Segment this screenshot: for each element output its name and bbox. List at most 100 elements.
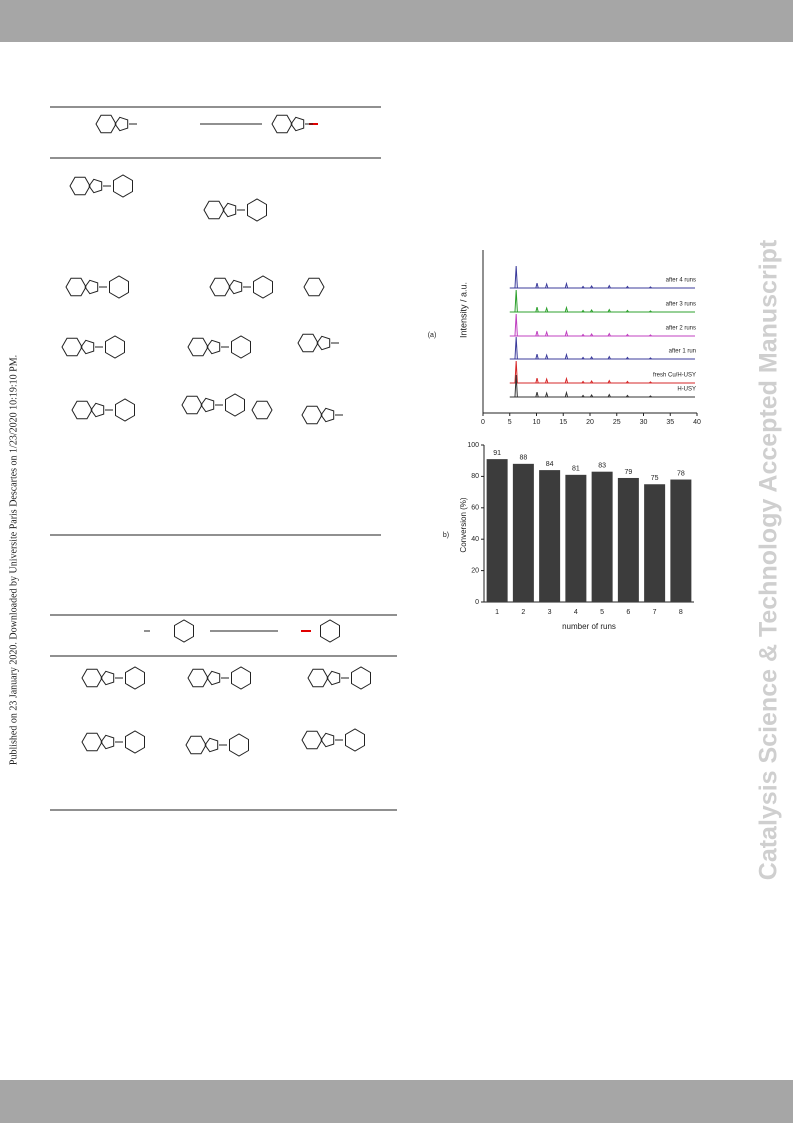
- xrd-peak: [581, 285, 585, 289]
- xrd-peak: [625, 333, 630, 337]
- xrd-peak: [581, 333, 585, 337]
- xrd-peak: [607, 308, 611, 313]
- xrd-peak: [607, 355, 611, 360]
- y-tick-label: 20: [471, 567, 479, 574]
- xrd-peak: [648, 286, 652, 289]
- xrd-peak: [607, 332, 611, 337]
- benzene-ring: [251, 400, 273, 420]
- x-tick-label: 8: [679, 609, 683, 616]
- five-ring: [100, 734, 115, 750]
- benzene-ring: [71, 400, 93, 420]
- xrd-peak: [544, 391, 549, 398]
- amine-ring: [229, 733, 249, 757]
- benzene-ring: [271, 114, 293, 134]
- x-tick-label: 7: [653, 609, 657, 616]
- xrd-peak: [564, 390, 569, 398]
- xrd-peak: [564, 329, 569, 337]
- xrd-peak: [535, 307, 539, 313]
- five-ring: [100, 670, 115, 686]
- xrd-peak: [535, 378, 539, 384]
- xrd-peak: [625, 380, 630, 384]
- benzene-ring: [61, 337, 83, 357]
- amine-ring: [231, 335, 251, 359]
- five-ring: [114, 116, 129, 132]
- xrd-peak: [514, 313, 518, 337]
- benzene-ring: [65, 277, 87, 297]
- x-tick-label: 20: [586, 419, 594, 426]
- x-tick-label: 10: [533, 419, 541, 426]
- five-ring: [316, 335, 331, 351]
- benzene-ring: [185, 735, 207, 755]
- sidebar-text: Published on 23 January 2020. Downloaded…: [8, 355, 19, 765]
- xrd-peak: [514, 360, 518, 384]
- xrd-peak: [581, 309, 585, 313]
- amine-ring: [109, 275, 129, 299]
- xrd-peak: [625, 285, 630, 289]
- xrd-peak: [514, 336, 518, 360]
- five-ring: [84, 279, 99, 295]
- value-label: 78: [677, 470, 685, 477]
- x-axis-label: number of runs: [562, 622, 616, 631]
- x-tick-label: 4: [574, 609, 578, 616]
- legend-label: after 1 run: [669, 349, 696, 355]
- x-tick-label: 0: [481, 419, 485, 426]
- amine-ring: [345, 728, 365, 752]
- y-tick-label: 100: [467, 442, 479, 449]
- value-label: 81: [572, 466, 580, 473]
- panel-label: b): [443, 532, 449, 539]
- x-tick-label: 5: [508, 419, 512, 426]
- value-label: 79: [624, 469, 632, 476]
- benzene-ring: [187, 337, 209, 357]
- benzene-ring: [81, 668, 103, 688]
- amine-ring: [247, 198, 267, 222]
- xrd-peak: [607, 379, 611, 384]
- xrd-peak: [607, 393, 611, 398]
- xrd-peak: [648, 357, 652, 360]
- five-ring: [290, 116, 305, 132]
- xrd-peak: [589, 309, 594, 313]
- xrd-peak: [648, 310, 652, 313]
- xrd-peak: [514, 265, 518, 289]
- amine-ring: [253, 275, 273, 299]
- xrd-peak: [544, 330, 549, 337]
- bar: [486, 459, 508, 602]
- xrd-peak: [564, 305, 569, 313]
- value-label: 75: [651, 475, 659, 482]
- benzene-ring: [303, 277, 325, 297]
- xrd-peak: [544, 282, 549, 289]
- legend-label: H-USY: [677, 387, 696, 393]
- amine-ring: [125, 666, 145, 690]
- y-tick-label: 40: [471, 536, 479, 543]
- xrd-peak: [589, 356, 594, 360]
- bar: [617, 477, 639, 602]
- xrd-peak: [564, 376, 569, 384]
- footer-bar: [0, 1080, 793, 1123]
- value-label: 88: [519, 455, 527, 462]
- xrd-peak: [589, 394, 594, 398]
- xrd-peak: [564, 352, 569, 360]
- five-ring: [90, 402, 105, 418]
- xrd-peak: [535, 354, 539, 360]
- five-ring: [206, 670, 221, 686]
- y-axis-label: Conversion (%): [459, 497, 468, 552]
- amine-ring: [225, 393, 245, 417]
- xrd-peak: [581, 394, 585, 398]
- benzene-ring: [181, 395, 203, 415]
- xrd-peak: [581, 356, 585, 360]
- five-ring: [206, 339, 221, 355]
- amine-ring: [105, 335, 125, 359]
- y-axis-label: Intensity / a.u.: [458, 282, 468, 338]
- watermark: Catalysis Science & Technology Accepted …: [755, 239, 783, 880]
- amine-ring: [174, 619, 194, 643]
- x-tick-label: 35: [666, 419, 674, 426]
- x-tick-label: 3: [548, 609, 552, 616]
- xrd-peak: [607, 284, 611, 289]
- legend-label: after 4 runs: [666, 278, 696, 284]
- xrd-peak: [625, 356, 630, 360]
- xrd-peak: [564, 281, 569, 289]
- x-tick-label: 25: [613, 419, 621, 426]
- five-ring: [200, 397, 215, 413]
- benzene-ring: [297, 333, 319, 353]
- five-ring: [204, 737, 219, 753]
